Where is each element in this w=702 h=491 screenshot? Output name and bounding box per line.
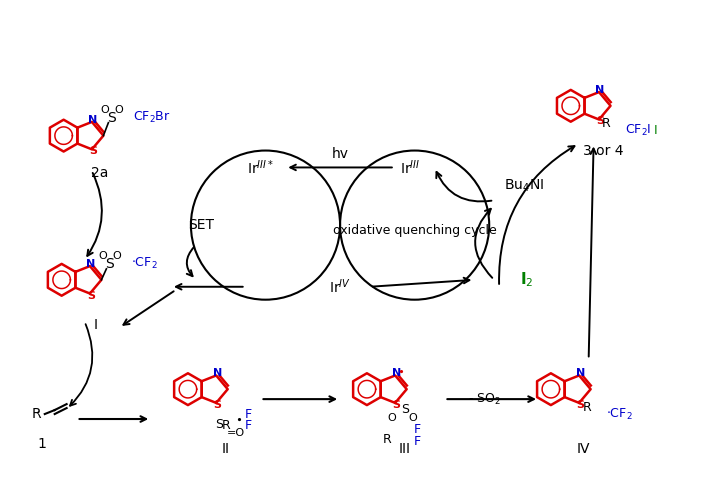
Text: F: F [413,423,420,436]
Text: I$_2$: I$_2$ [520,271,534,289]
Text: O: O [98,251,107,261]
Text: O: O [409,413,418,423]
Text: I: I [93,318,98,331]
Text: II: II [222,442,230,456]
Text: $\cdot$CF$_2$: $\cdot$CF$_2$ [131,256,158,272]
Text: O: O [100,105,109,115]
Text: S: S [213,400,221,410]
Text: N: N [595,85,604,95]
Text: Ir$^{III*}$: Ir$^{III*}$ [247,158,274,177]
Text: CF$_2$I: CF$_2$I [625,123,652,138]
Text: Bu$_4$NI: Bu$_4$NI [504,177,544,193]
Text: CF$_2$Br: CF$_2$Br [133,110,171,125]
Text: $\bullet$: $\bullet$ [235,414,242,424]
Text: S: S [87,291,95,300]
Text: N: N [576,368,585,379]
Text: S: S [392,400,400,410]
Text: O: O [388,413,397,423]
Text: I: I [654,124,657,137]
Text: Ir$^{IV}$: Ir$^{IV}$ [329,277,351,296]
Text: O: O [114,105,123,115]
Text: F: F [245,419,252,433]
Text: SET: SET [188,218,214,232]
Text: S: S [105,257,114,271]
Text: N: N [392,368,401,379]
Text: S: S [89,146,97,156]
Text: R: R [602,117,611,130]
Text: S: S [596,116,604,127]
Text: R: R [32,407,41,421]
Text: $\cdot$CF$_2$: $\cdot$CF$_2$ [606,407,633,422]
Text: N: N [86,259,95,269]
Text: S: S [576,400,584,410]
Text: N: N [88,115,98,125]
Text: F: F [245,408,252,420]
Text: $\bullet$: $\bullet$ [397,365,404,376]
Text: - SO$_2$: - SO$_2$ [468,392,501,407]
Text: III: III [399,442,411,456]
Text: R: R [221,419,230,433]
Text: oxidative quenching cycle: oxidative quenching cycle [333,223,496,237]
Text: R: R [383,433,392,446]
Text: IV: IV [577,442,590,456]
Text: Ir$^{III}$: Ir$^{III}$ [399,158,420,177]
Text: O: O [112,251,121,261]
Text: S: S [216,418,223,431]
Text: 2a: 2a [91,166,108,180]
Text: S: S [107,111,116,125]
Text: F: F [413,435,420,448]
Text: =O: =O [227,428,245,437]
Text: 3 or 4: 3 or 4 [583,143,624,158]
Text: N: N [213,368,222,379]
Text: 1: 1 [37,437,46,451]
Text: R: R [582,401,591,413]
Text: S: S [401,403,409,416]
Text: hv: hv [331,146,349,161]
